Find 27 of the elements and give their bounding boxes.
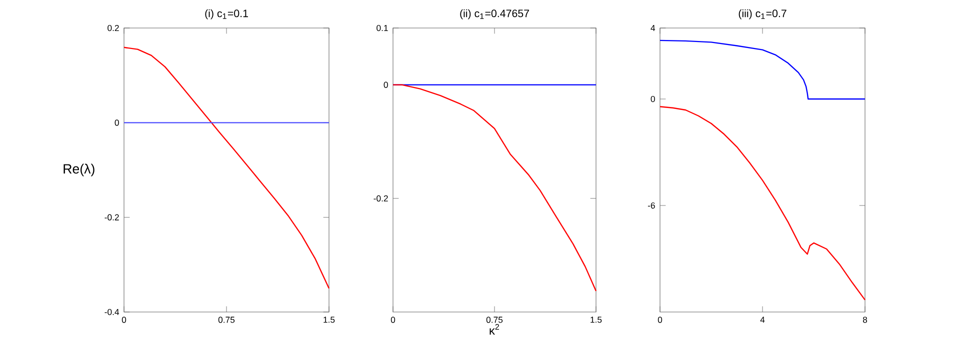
y-tick-label: -0.2	[374, 195, 388, 202]
x-tick-label: 8	[862, 316, 868, 323]
x-axis-title: κ$^{2}$	[490, 324, 500, 335]
x-tick-label: 4	[760, 316, 765, 323]
x-tick-label: 0.75	[486, 316, 503, 323]
x-tick-label: 0	[122, 316, 126, 323]
x-tick-label: 0	[390, 316, 396, 323]
y-tick-label: -0.4	[104, 308, 120, 316]
x-tick-label: 1.5	[324, 316, 335, 323]
y-tick-label: -0.2	[104, 214, 119, 220]
chart-title: (i) c$_{1}$=0.1	[205, 9, 248, 20]
y-tick-label: 0	[650, 96, 655, 102]
line-series	[392, 84, 597, 292]
y-tick-label: 0	[114, 120, 119, 126]
chart-title: (ii) c$_{1}$=0.47657	[460, 9, 529, 20]
x-tick-label: 1.5	[590, 316, 602, 323]
line-series	[659, 106, 866, 301]
y-tick-label: 4	[650, 25, 656, 31]
x-tick-label: 0	[658, 316, 662, 323]
y-axis-title: Re(λ)	[64, 164, 94, 176]
y-tick-label: 0.2	[108, 24, 119, 32]
y-tick-label: 0.1	[376, 24, 388, 32]
y-tick-label: 0	[384, 82, 388, 88]
x-tick-label: 0.75	[218, 316, 235, 323]
chart-title: (iii) c$_{1}$=0.7	[738, 9, 786, 20]
y-tick-label: -6	[648, 202, 655, 209]
line-series	[659, 40, 866, 100]
